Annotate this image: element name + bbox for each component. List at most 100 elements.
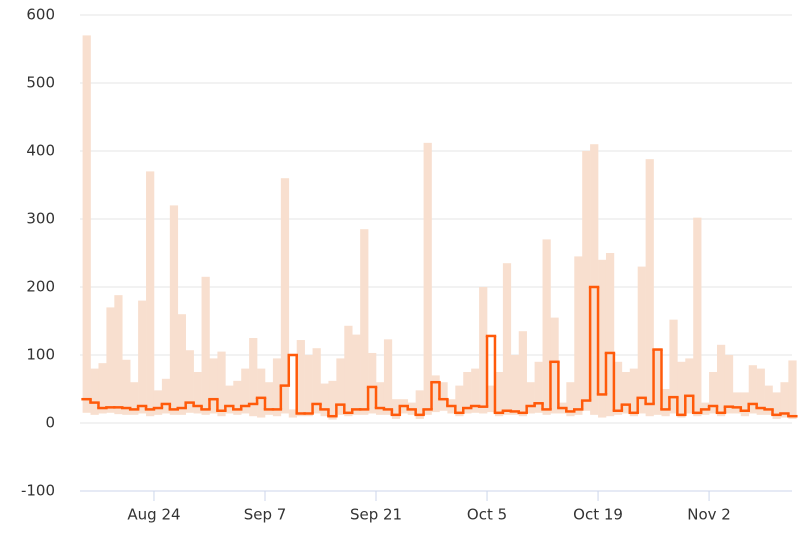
range-bar [518,331,527,417]
range-bar [605,253,615,417]
range-bar [344,325,353,417]
range-bar [748,365,757,414]
range-bar [613,361,623,415]
range-bar [209,358,218,414]
range-bar [740,392,750,417]
range-bar [669,319,678,414]
range-bar [732,392,742,414]
range-bar [320,383,329,417]
range-bar [122,359,131,415]
range-bar [328,380,337,420]
range-bar [661,389,670,417]
range-bar [360,229,369,415]
range-bar [494,372,504,417]
range-bar [114,295,123,415]
range-bar [423,142,432,415]
range-bar [685,358,694,414]
range-bar [280,178,290,414]
range-bar [431,375,440,413]
range-bar [177,314,186,415]
range-bar [288,409,298,418]
y-tick-label: 200 [26,278,55,296]
range-bar [138,300,147,414]
range-bar [169,205,179,415]
range-bar [185,350,194,413]
range-bar [550,317,559,414]
range-bar [352,334,361,415]
y-tick-label: 500 [26,74,55,92]
x-tick-label: Oct 19 [573,506,623,524]
range-bar [510,355,520,415]
range-bar [637,266,646,414]
range-bar [788,360,797,419]
x-tick-label: Aug 24 [127,506,180,524]
range-bar [780,382,789,418]
range-bar [574,256,583,415]
range-bar [257,368,266,418]
y-tick-label: 100 [26,346,55,364]
range-bar [471,368,480,413]
range-bar [90,368,99,415]
range-bar [304,355,313,417]
range-bar [153,390,163,415]
range-bar [590,144,599,415]
range-bar [566,382,575,417]
range-bar [582,151,591,411]
range-bar [542,239,551,415]
range-bar [526,382,535,414]
range-bar [439,382,448,411]
x-tick-label: Sep 21 [350,506,402,524]
range-bar [677,361,686,418]
range-bar [98,363,107,414]
range-bar [264,382,274,415]
range-bar [693,217,702,417]
range-bar [82,35,91,413]
range-bar [598,259,607,418]
range-bar [717,344,726,417]
x-tick-label: Oct 5 [467,506,507,524]
range-bar [193,372,202,414]
range-bar [709,372,718,414]
range-bar [368,352,377,414]
range-bar [312,348,321,414]
range-bar [629,368,638,417]
y-tick-label: -100 [21,482,55,500]
range-bar [455,385,464,417]
range-bar [161,378,171,414]
range-bar [724,355,734,414]
range-bar [217,351,226,417]
range-bar [653,348,662,415]
y-tick-label: 300 [26,210,55,228]
range-bar [645,159,654,417]
range-bar [201,276,210,415]
range-bar [383,339,393,415]
y-tick-label: 600 [26,6,55,24]
range-bar [130,382,139,415]
y-tick-label: 0 [45,414,55,432]
range-bar [106,307,115,413]
range-bar [479,287,488,414]
range-band [82,35,797,420]
range-bar [415,390,424,419]
range-bar [764,385,773,415]
step-line [81,285,798,418]
range-bar [225,385,234,414]
x-tick-label: Nov 2 [687,506,731,524]
range-bar [146,171,155,417]
range-bar [241,368,250,414]
range-bar [756,368,765,415]
range-bar [249,338,258,417]
range-bar [391,399,401,419]
x-tick-label: Sep 7 [244,506,287,524]
range-bar [376,382,385,415]
range-bar [621,372,631,414]
y-tick-label: 400 [26,142,55,160]
range-bar [534,361,543,413]
range-bar [336,358,345,415]
range-bar [463,372,472,414]
range-bar [233,380,242,415]
range-bar [272,358,282,417]
range-bar [502,263,512,415]
range-bar [487,385,496,413]
